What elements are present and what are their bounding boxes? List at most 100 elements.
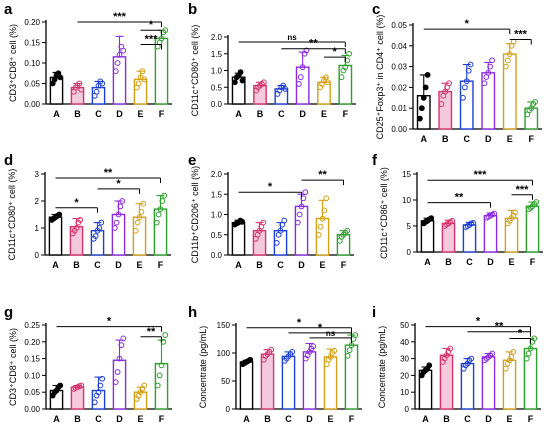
x-tick-label: B: [445, 257, 452, 267]
bar: [344, 344, 359, 410]
panel-letter: g: [4, 304, 13, 321]
y-tick-label: 2.0: [211, 170, 223, 179]
significance-label: *: [74, 197, 79, 209]
data-point: [503, 63, 509, 70]
bar: [483, 214, 498, 253]
y-tick-label: 2: [35, 197, 40, 206]
y-tick-label: 0.10: [24, 371, 40, 380]
data-point: [489, 57, 495, 64]
y-tick-label: 0.02: [391, 83, 407, 92]
y-tick-label: 0.20: [24, 18, 40, 27]
panel-letter: c: [372, 1, 380, 18]
y-tick-label: 1: [35, 224, 40, 233]
x-tick-label: B: [73, 260, 80, 270]
data-point: [141, 76, 148, 83]
data-point: [344, 227, 351, 234]
x-tick-label: F: [158, 260, 164, 270]
bar: [323, 356, 338, 410]
data-point: [449, 217, 456, 224]
data-point: [523, 355, 530, 362]
significance-label: *: [333, 46, 338, 58]
panel-letter: b: [188, 1, 197, 18]
x-tick-label: B: [442, 134, 449, 144]
y-tick-label: 15: [402, 170, 411, 179]
x-tick-label: F: [529, 134, 535, 144]
significance-label: *: [318, 322, 323, 334]
panel-letter: i: [372, 304, 376, 321]
data-point: [112, 379, 119, 386]
panel-letter: a: [4, 1, 13, 18]
data-point: [504, 57, 511, 64]
x-tick-label: E: [137, 109, 143, 119]
data-point: [136, 214, 143, 221]
data-point: [460, 94, 466, 101]
x-tick-label: F: [159, 414, 165, 424]
significance-label: *: [465, 18, 470, 30]
data-point: [116, 355, 123, 362]
data-point: [117, 203, 124, 210]
bar: [504, 217, 519, 253]
data-point: [157, 206, 164, 213]
data-point: [533, 199, 540, 205]
data-point: [299, 64, 306, 71]
significance-label: ***: [514, 29, 528, 41]
data-point: [93, 88, 100, 95]
x-tick-label: D: [299, 109, 306, 119]
x-tick-label: D: [485, 414, 492, 424]
data-point: [135, 80, 142, 87]
significance-label: *: [518, 327, 523, 339]
bar: [239, 361, 254, 410]
data-point: [446, 80, 452, 87]
y-tick-label: 0.15: [24, 39, 40, 48]
x-tick-label: F: [530, 257, 536, 267]
panel-a: a 0.00 0.05 0.10 0.15 0.20 CD3⁺CD8⁺ cell (%) A B…: [4, 1, 172, 119]
x-tick-label: C: [94, 260, 101, 270]
y-axis-label: Concentrate (pg/mL): [198, 326, 208, 409]
significance-label: *: [116, 178, 121, 190]
x-tick-label: E: [507, 134, 513, 144]
data-point: [338, 74, 345, 81]
data-point: [300, 195, 307, 202]
significance-label: ***: [516, 184, 530, 196]
x-tick-label: F: [528, 414, 534, 424]
x-tick-label: E: [508, 257, 514, 267]
data-point: [158, 35, 165, 42]
x-tick-label: C: [277, 260, 284, 270]
bar: [295, 66, 310, 105]
data-point: [426, 362, 433, 369]
data-point: [510, 348, 517, 355]
x-tick-label: C: [464, 414, 471, 424]
y-tick-label: 0.03: [391, 63, 407, 72]
data-point: [461, 84, 468, 91]
bar: [481, 356, 496, 410]
data-point: [162, 332, 169, 338]
y-tick-label: 0.5: [211, 83, 223, 92]
data-point: [260, 219, 267, 226]
data-point: [95, 389, 102, 396]
significance-label: **: [147, 326, 156, 338]
data-point: [273, 239, 280, 246]
x-tick-label: B: [443, 414, 450, 424]
data-point: [447, 345, 454, 352]
significance-label: **: [309, 38, 318, 50]
data-point: [160, 338, 167, 345]
data-point: [56, 211, 63, 218]
bar: [525, 205, 540, 253]
bar: [502, 53, 517, 130]
y-tick-label: 0.00: [24, 405, 40, 414]
y-tick-label: 1.0: [211, 211, 223, 220]
data-point: [153, 219, 160, 226]
x-tick-label: A: [421, 134, 428, 144]
y-tick-label: 0.00: [24, 100, 40, 109]
significance-label: ***: [474, 169, 488, 181]
data-point: [289, 348, 296, 355]
data-point: [346, 50, 353, 57]
data-point: [120, 335, 127, 342]
data-point: [260, 79, 267, 86]
y-axis-label: Concentrate (pg/mL): [377, 326, 387, 409]
y-tick-label: 0.04: [391, 42, 407, 51]
data-point: [57, 74, 64, 81]
data-point: [420, 94, 427, 101]
